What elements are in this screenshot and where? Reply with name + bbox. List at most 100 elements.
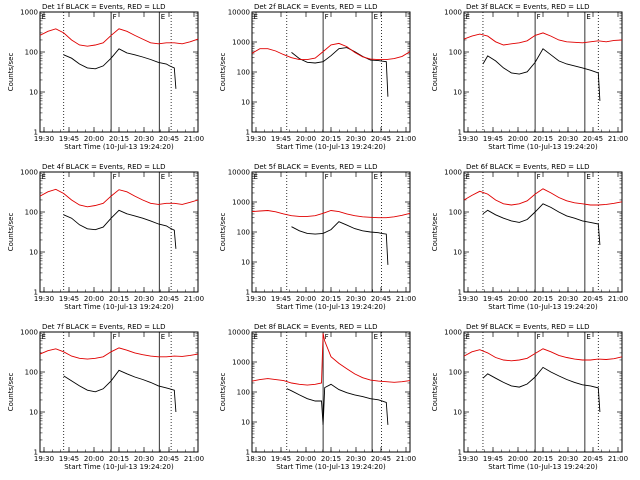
y-tick-label: 1 <box>458 129 462 137</box>
y-axis-label: Counts/sec <box>219 213 227 252</box>
y-tick-label: 1 <box>34 289 38 297</box>
x-tick-label: 20:30 <box>558 135 578 143</box>
y-tick-label: 1000 <box>232 359 250 367</box>
x-tick-label: 20:15 <box>533 135 553 143</box>
x-tick-label: 20:15 <box>321 455 341 463</box>
y-tick-label: 100 <box>449 369 462 377</box>
x-tick-label: 18:30 <box>246 455 266 463</box>
x-tick-label: 20:30 <box>558 295 578 303</box>
marker-label: E <box>254 333 258 341</box>
x-tick-label: 20:45 <box>371 135 391 143</box>
series-line-events <box>482 366 601 413</box>
x-tick-label: 19:45 <box>59 135 79 143</box>
y-tick-label: 1 <box>458 449 462 457</box>
x-tick-label: 21:00 <box>396 295 416 303</box>
x-tick-label: 19:45 <box>483 295 503 303</box>
x-axis-label: Start Time (10-Jul-13 19:24:20) <box>276 303 386 311</box>
y-axis-label: Counts/sec <box>219 373 227 412</box>
series-line-events <box>291 47 389 97</box>
series-line-lld <box>251 42 411 61</box>
chart-title: Det 6f BLACK = Events, RED = LLD <box>466 163 589 171</box>
x-tick-label: 20:15 <box>109 135 129 143</box>
x-tick-label: 20:30 <box>346 135 366 143</box>
marker-label: E <box>42 173 46 181</box>
y-tick-label: 100 <box>25 49 38 57</box>
marker-label: E <box>466 173 470 181</box>
y-tick-label: 1000 <box>20 9 38 17</box>
x-axis-label: Start Time (10-Jul-13 19:24:20) <box>488 303 598 311</box>
y-axis-label: Counts/sec <box>7 373 15 412</box>
marker-label: E <box>161 173 165 181</box>
marker-label: E <box>161 333 165 341</box>
x-tick-label: 19:30 <box>34 135 54 143</box>
y-tick-label: 100 <box>25 369 38 377</box>
y-axis-label: Counts/sec <box>219 53 227 92</box>
x-tick-label: 20:15 <box>533 295 553 303</box>
y-tick-label: 10 <box>29 89 38 97</box>
plot-frame <box>251 331 411 453</box>
x-tick-label: 19:30 <box>458 135 478 143</box>
chart-title: Det 1f BLACK = Events, RED = LLD <box>42 3 165 11</box>
y-tick-label: 10000 <box>228 9 250 17</box>
marker-label: E <box>42 13 46 21</box>
marker-label: E <box>42 333 46 341</box>
y-tick-label: 10 <box>241 419 250 427</box>
x-tick-label: 19:30 <box>34 295 54 303</box>
x-tick-label: 21:00 <box>608 295 628 303</box>
x-tick-label: 20:30 <box>134 135 154 143</box>
x-tick-label: 20:30 <box>558 455 578 463</box>
series-line-events <box>63 369 177 413</box>
series-line-events <box>482 48 601 101</box>
x-tick-label: 21:00 <box>184 455 204 463</box>
chart-title: Det 5f BLACK = Events, RED = LLD <box>254 163 377 171</box>
y-axis-label: Counts/sec <box>7 213 15 252</box>
y-tick-label: 1 <box>246 449 250 457</box>
marker-label: E <box>374 333 378 341</box>
x-tick-label: 19:45 <box>271 135 291 143</box>
x-tick-label: 20:30 <box>134 455 154 463</box>
x-tick-label: 19:45 <box>271 295 291 303</box>
y-tick-label: 1000 <box>444 329 462 337</box>
y-tick-label: 100 <box>449 209 462 217</box>
chart-panel: Det 4f BLACK = Events, RED = LLD 1 10 100 10… <box>7 163 204 311</box>
marker-label: F <box>325 173 329 181</box>
series-line-lld <box>463 348 623 362</box>
marker-label: F <box>113 173 117 181</box>
marker-label: E <box>586 173 590 181</box>
marker-label: E <box>254 173 258 181</box>
x-tick-label: 20:00 <box>84 135 104 143</box>
y-tick-label: 1 <box>246 129 250 137</box>
chart-panel: Det 5f BLACK = Events, RED = LLD 1 10 100 10… <box>219 163 416 311</box>
marker-label: E <box>466 13 470 21</box>
chart-panel: Det 1f BLACK = Events, RED = LLD 1 10 100 10… <box>7 3 204 151</box>
x-tick-label: 20:45 <box>159 455 179 463</box>
marker-label: E <box>586 13 590 21</box>
y-tick-label: 1 <box>34 129 38 137</box>
x-tick-label: 20:45 <box>583 135 603 143</box>
marker-label: E <box>374 173 378 181</box>
x-tick-label: 19:30 <box>458 455 478 463</box>
x-tick-label: 19:30 <box>246 135 266 143</box>
x-tick-label: 19:30 <box>458 295 478 303</box>
x-tick-label: 21:00 <box>608 135 628 143</box>
marker-label: F <box>325 333 329 341</box>
x-tick-label: 21:00 <box>396 135 416 143</box>
marker-label: E <box>586 333 590 341</box>
x-tick-label: 19:45 <box>483 135 503 143</box>
x-tick-label: 20:30 <box>134 295 154 303</box>
series-line-events <box>291 221 389 265</box>
plot-frame <box>251 11 411 133</box>
y-tick-label: 10 <box>241 99 250 107</box>
y-tick-label: 1000 <box>20 329 38 337</box>
x-tick-label: 21:00 <box>184 135 204 143</box>
chart-title: Det 4f BLACK = Events, RED = LLD <box>42 163 165 171</box>
series-line-lld <box>251 210 411 219</box>
x-axis-label: Start Time (10-Jul-13 19:24:20) <box>276 463 386 471</box>
y-tick-label: 1 <box>34 449 38 457</box>
series-line-lld <box>251 333 411 386</box>
x-tick-label: 20:45 <box>159 295 179 303</box>
marker-label: E <box>374 13 378 21</box>
y-axis-label: Counts/sec <box>7 53 15 92</box>
marker-label: E <box>254 13 258 21</box>
